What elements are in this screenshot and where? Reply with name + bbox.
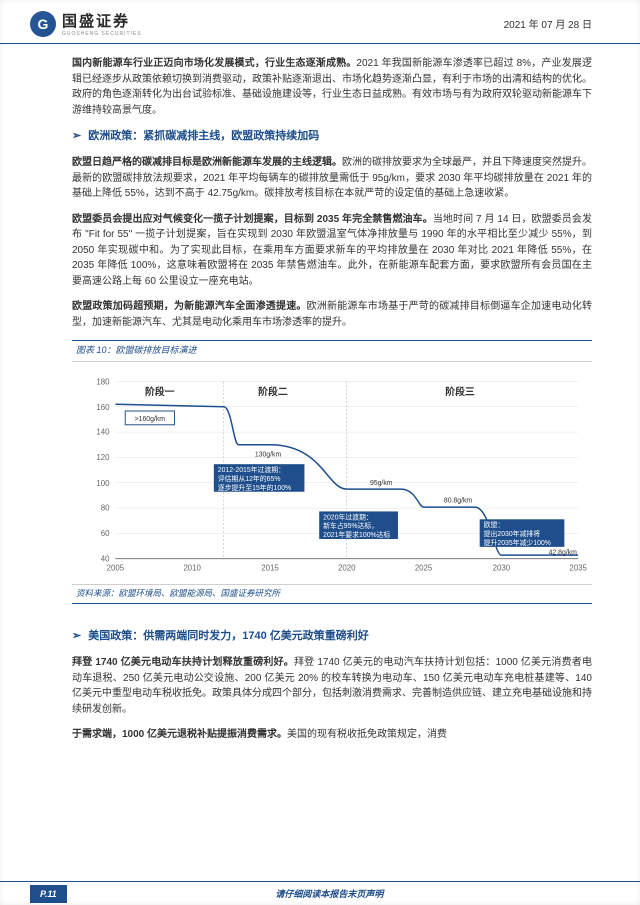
p4-bold: 欧盟政策加码超预期，为新能源汽车全面渗透提速。 [72, 301, 307, 312]
ann7-l3: 提升2035年减少100% [484, 538, 551, 547]
ann5-l2: 新车占95%达标， [323, 521, 378, 530]
paragraph-3: 欧盟委员会提出应对气候变化一揽子计划提案，目标到 2035 年完全禁售燃油车。当… [72, 212, 592, 290]
sec1-title: 欧洲政策：紧抓碳减排主线，欧盟政策持续加码 [88, 130, 319, 142]
section-head-us: ➢ 美国政策：供需两端同时发力，1740 亿美元政策重磅利好 [72, 628, 592, 645]
triangle-icon: ➢ [72, 130, 81, 142]
p1-bold: 国内新能源车行业正迈向市场化发展模式，行业生态逐渐成熟。 [72, 58, 356, 69]
ann6: 80.8g/km [444, 498, 473, 505]
logo: G 国盛证券 GUOSHENG SECURITIES [30, 10, 142, 37]
paragraph-4: 欧盟政策加码超预期，为新能源汽车全面渗透提速。欧洲新能源车市场基于严苛的碳减排目… [72, 299, 592, 330]
p5-bold: 拜登 1740 亿美元电动车扶持计划释放重磅利好。 [72, 657, 294, 668]
ann5-l1: 2020年过渡期： [323, 512, 373, 521]
ytick-120: 120 [96, 453, 110, 462]
paragraph-1: 国内新能源车行业正迈向市场化发展模式，行业生态逐渐成熟。2021 年我国新能源车… [72, 56, 592, 118]
xtick-2005: 2005 [107, 563, 125, 572]
ytick-60: 60 [101, 529, 110, 538]
ytick-80: 80 [101, 503, 110, 512]
ann4: 95g/km [370, 480, 393, 487]
xtick-2020: 2020 [338, 563, 356, 572]
ann3-l2: 评估期从12年的65% [218, 474, 281, 483]
paragraph-2: 欧盟日趋严格的碳减排目标是欧洲新能源车发展的主线逻辑。欧洲的碳排放要求为全球最严… [72, 155, 592, 202]
content-area: 国内新能源车行业正迈向市场化发展模式，行业生态逐渐成熟。2021 年我国新能源车… [0, 44, 640, 743]
page-footer: P.11 请仔细阅读本报告末页声明 [0, 881, 640, 905]
stage-2: 阶段二 [258, 385, 288, 398]
chart-container: 40 60 80 100 120 140 160 180 2005 2010 2… [72, 361, 592, 585]
ann7-l1: 欧盟： [484, 520, 505, 529]
triangle-icon: ➢ [72, 630, 81, 642]
xtick-2025: 2025 [415, 563, 433, 572]
ann8: 42.8g/km [549, 550, 578, 557]
xtick-2015: 2015 [261, 563, 279, 572]
logo-mark-icon: G [30, 11, 56, 37]
logo-cn-text: 国盛证券 [62, 10, 142, 31]
xtick-2035: 2035 [569, 563, 587, 572]
stage-1: 阶段一 [145, 385, 175, 398]
p6-rest: 美国的现有税收抵免政策规定，消费 [287, 729, 447, 740]
ann1: >160g/km [135, 416, 166, 423]
p3-bold: 欧盟委员会提出应对气候变化一揽子计划提案，目标到 2035 年完全禁售燃油车。 [72, 214, 433, 225]
section-head-eu: ➢ 欧洲政策：紧抓碳减排主线，欧盟政策持续加码 [72, 128, 592, 145]
page-number: P.11 [30, 885, 67, 903]
ann2: 130g/km [255, 451, 282, 458]
sec2-title: 美国政策：供需两端同时发力，1740 亿美元政策重磅利好 [88, 630, 369, 642]
emissions-chart: 40 60 80 100 120 140 160 180 2005 2010 2… [76, 370, 588, 580]
ytick-100: 100 [96, 479, 110, 488]
logo-en-text: GUOSHENG SECURITIES [62, 31, 142, 37]
ytick-160: 160 [96, 403, 110, 412]
footer-note: 请仔细阅读本报告末页声明 [67, 887, 592, 900]
chart-title: 图表 10：欧盟碳排放目标演进 [72, 340, 592, 361]
ytick-180: 180 [96, 377, 110, 386]
paragraph-5: 拜登 1740 亿美元电动车扶持计划释放重磅利好。拜登 1740 亿美元的电动汽… [72, 655, 592, 717]
paragraph-6: 于需求端，1000 亿美元退税补贴提振消费需求。美国的现有税收抵免政策规定，消费 [72, 727, 592, 743]
ann7-l2: 提出2030年减排将 [484, 529, 541, 538]
chart-source: 资料来源：欧盟环境局、欧盟能源局、国盛证券研究所 [72, 585, 592, 604]
ann3-l3: 逐步提升至15年的100% [218, 483, 291, 492]
header-date: 2021 年 07 月 28 日 [504, 16, 592, 31]
ann3-l1: 2012-2015年过渡期： [218, 465, 285, 474]
ytick-140: 140 [96, 428, 110, 437]
ann5-l3: 2021年要求100%达标 [323, 530, 390, 539]
xtick-2010: 2010 [183, 563, 201, 572]
p6-bold: 于需求端，1000 亿美元退税补贴提振消费需求。 [72, 729, 287, 740]
p2-bold: 欧盟日趋严格的碳减排目标是欧洲新能源车发展的主线逻辑。 [72, 157, 342, 168]
xtick-2030: 2030 [493, 563, 511, 572]
stage-3: 阶段三 [445, 385, 475, 398]
page-header: G 国盛证券 GUOSHENG SECURITIES 2021 年 07 月 2… [0, 0, 640, 44]
ytick-40: 40 [101, 555, 110, 564]
